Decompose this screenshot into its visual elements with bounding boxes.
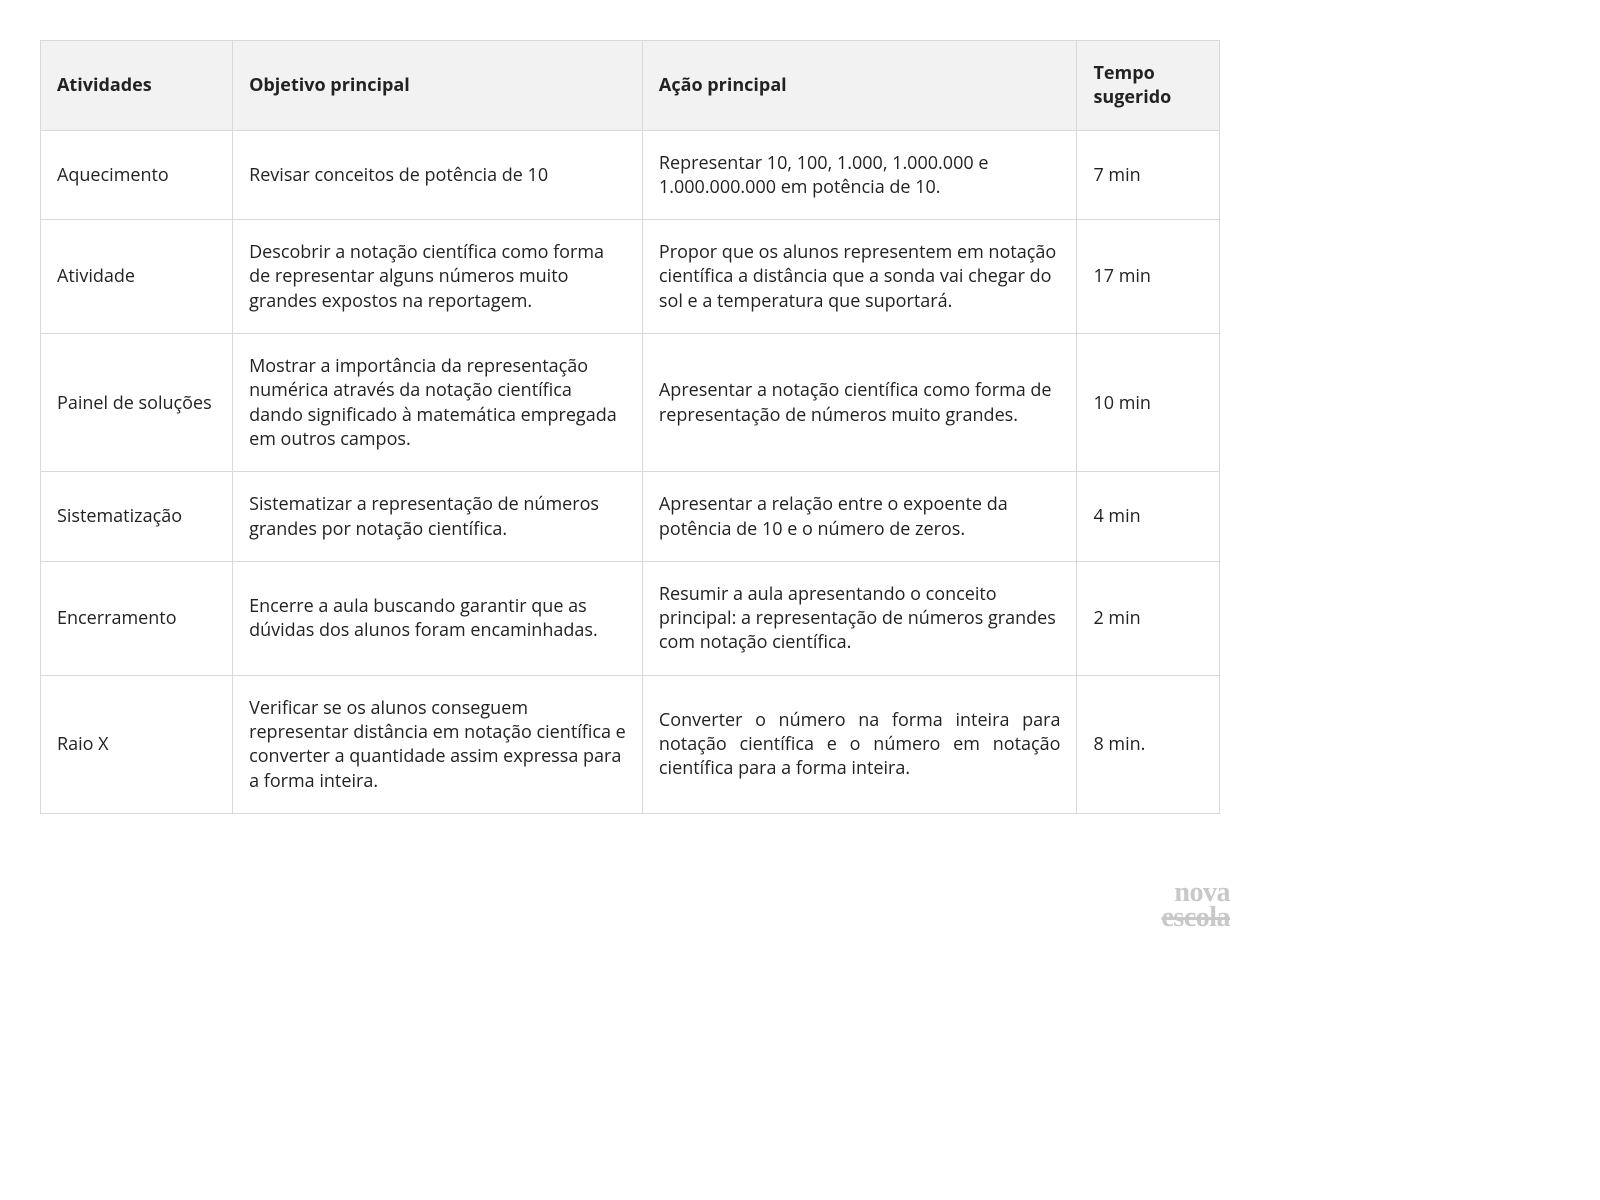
cell-time: 2 min <box>1077 561 1220 675</box>
cell-action: Resumir a aula apresentando o conceito p… <box>642 561 1077 675</box>
cell-time: 17 min <box>1077 220 1220 334</box>
nova-escola-logo: nova escola <box>1161 880 1230 930</box>
cell-time: 4 min <box>1077 472 1220 562</box>
cell-activity: Atividade <box>41 220 233 334</box>
table-row: Raio X Verificar se os alunos conseguem … <box>41 675 1220 813</box>
cell-activity: Aquecimento <box>41 130 233 220</box>
col-header-objective: Objetivo principal <box>233 41 643 131</box>
cell-time: 10 min <box>1077 334 1220 472</box>
table-row: Sistematização Sistematizar a representa… <box>41 472 1220 562</box>
cell-objective: Revisar conceitos de potência de 10 <box>233 130 643 220</box>
cell-time: 7 min <box>1077 130 1220 220</box>
cell-activity: Sistematização <box>41 472 233 562</box>
col-header-action: Ação principal <box>642 41 1077 131</box>
col-header-activity: Atividades <box>41 41 233 131</box>
table-row: Painel de soluções Mostrar a importância… <box>41 334 1220 472</box>
col-header-time: Tempo sugerido <box>1077 41 1220 131</box>
table-row: Atividade Descobrir a notação científica… <box>41 220 1220 334</box>
cell-activity: Painel de soluções <box>41 334 233 472</box>
cell-objective: Mostrar a importância da representação n… <box>233 334 643 472</box>
lesson-plan-table: Atividades Objetivo principal Ação princ… <box>40 40 1220 814</box>
cell-objective: Encerre a aula buscando garantir que as … <box>233 561 643 675</box>
table-header-row: Atividades Objetivo principal Ação princ… <box>41 41 1220 131</box>
cell-objective: Sistematizar a representação de números … <box>233 472 643 562</box>
cell-action: Apresentar a notação científica como for… <box>642 334 1077 472</box>
cell-activity: Encerramento <box>41 561 233 675</box>
cell-time: 8 min. <box>1077 675 1220 813</box>
cell-activity: Raio X <box>41 675 233 813</box>
logo-line2: escola <box>1161 902 1230 933</box>
cell-action: Apresentar a relação entre o expoente da… <box>642 472 1077 562</box>
cell-action: Converter o número na forma inteira para… <box>642 675 1077 813</box>
cell-objective: Verificar se os alunos conseguem represe… <box>233 675 643 813</box>
table-row: Encerramento Encerre a aula buscando gar… <box>41 561 1220 675</box>
cell-objective: Descobrir a notação científica como form… <box>233 220 643 334</box>
table-row: Aquecimento Revisar conceitos de potênci… <box>41 130 1220 220</box>
cell-action: Propor que os alunos representem em nota… <box>642 220 1077 334</box>
cell-action: Representar 10, 100, 1.000, 1.000.000 e … <box>642 130 1077 220</box>
